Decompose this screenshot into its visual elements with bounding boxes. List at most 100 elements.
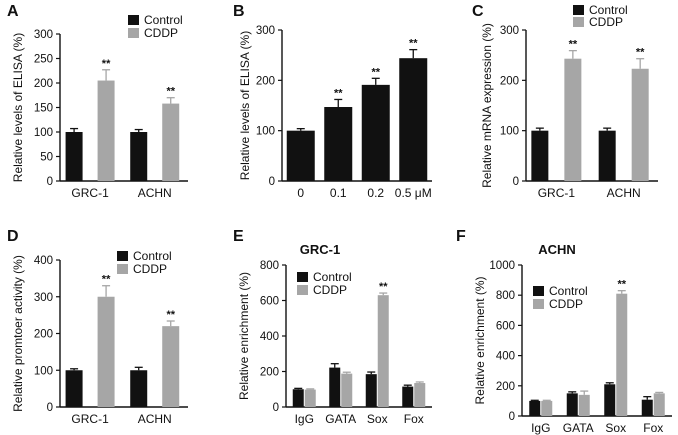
y-tick-label: 300 <box>256 25 275 37</box>
y-tick-label: 400 <box>260 331 279 343</box>
y-tick-label: 1000 <box>489 260 515 272</box>
panel-label: A <box>7 3 19 20</box>
bar-control-1 <box>130 132 148 181</box>
legend-label-control: Control <box>549 284 588 298</box>
significance-label: ** <box>617 279 626 291</box>
legend-swatch-control <box>297 272 308 282</box>
bar-control-0 <box>292 389 304 407</box>
panel-label: F <box>456 228 466 245</box>
legend-label-cddp: CDDP <box>313 283 347 297</box>
y-tick-label: 600 <box>496 320 515 332</box>
y-tick-label: 400 <box>34 255 53 267</box>
y-tick-label: 0 <box>509 411 515 423</box>
x-tick-label: GATA <box>563 421 594 435</box>
significance-label: ** <box>636 47 645 59</box>
y-tick-label: 200 <box>34 78 53 90</box>
bar-control-0 <box>529 400 541 416</box>
significance-label: ** <box>409 38 418 50</box>
panel-d: D 0 100 200 300 400 Relative promtoer activity… <box>7 228 188 426</box>
panel-label: B <box>233 3 245 20</box>
bar-control-1 <box>566 393 578 416</box>
y-axis-label: Relative levels of ELISA (%) <box>238 31 252 180</box>
significance-label: ** <box>102 58 111 70</box>
x-tick-label: IgG <box>531 421 550 435</box>
x-tick-label: 0.1 <box>330 186 347 200</box>
legend-label-cddp: CDDP <box>589 15 623 29</box>
panel-c: C 0 100 200 300 Relative mRNA expression (%) *… <box>472 3 658 200</box>
significance-label: ** <box>569 39 578 51</box>
legend-label-cddp: CDDP <box>549 297 583 311</box>
bar-value-0 <box>286 130 315 181</box>
bar-control-2 <box>604 384 616 416</box>
y-axis-label: Relative enrichment (%) <box>473 276 487 404</box>
significance-label: ** <box>334 87 343 99</box>
y-axis-label: Relative levels of ELISA (%) <box>11 33 25 182</box>
significance-label: ** <box>371 66 380 78</box>
legend-swatch-cddp <box>573 17 584 27</box>
x-tick-label: 0 <box>297 186 304 200</box>
bar-cddp-1 <box>631 68 649 181</box>
y-tick-label: 800 <box>260 260 279 272</box>
x-tick-label: Fox <box>643 421 663 435</box>
bar-cddp-1 <box>162 326 180 407</box>
legend-label-control: Control <box>313 270 352 284</box>
bar-control-1 <box>130 370 148 407</box>
legend-swatch-cddp <box>117 264 128 274</box>
legend-swatch-control <box>533 286 544 296</box>
bar-cddp-1 <box>578 394 590 416</box>
x-tick-label: 0.2 <box>367 186 384 200</box>
bar-control-1 <box>598 130 616 181</box>
y-tick-label: 0 <box>47 176 53 188</box>
bar-cddp-0 <box>97 296 115 407</box>
bar-cddp-2 <box>616 293 628 416</box>
bar-value-3 <box>399 58 428 181</box>
bar-cddp-3 <box>414 383 426 407</box>
x-tick-label: 0.5 μM <box>395 186 432 200</box>
x-tick-label: GATA <box>325 412 356 426</box>
y-tick-label: 50 <box>40 152 53 164</box>
y-tick-label: 0 <box>273 402 279 414</box>
x-tick-label: ACHN <box>607 186 641 200</box>
legend-label-control: Control <box>133 249 172 263</box>
chart-title: GRC-1 <box>300 242 340 257</box>
y-tick-label: 300 <box>34 292 53 304</box>
bar-control-3 <box>641 399 653 416</box>
y-tick-label: 800 <box>496 290 515 302</box>
x-tick-label: Fox <box>404 412 424 426</box>
bar-cddp-2 <box>377 295 389 407</box>
legend-swatch-control <box>128 15 139 25</box>
legend-swatch-cddp <box>297 285 308 295</box>
y-axis-label: Relative promtoer activity (%) <box>11 255 25 412</box>
y-tick-label: 300 <box>500 25 519 37</box>
bar-control-0 <box>65 370 83 407</box>
x-tick-label: Sox <box>605 421 626 435</box>
y-tick-label: 600 <box>260 296 279 308</box>
bar-value-1 <box>324 107 353 181</box>
y-tick-label: 200 <box>500 75 519 87</box>
legend-label-cddp: CDDP <box>133 262 167 276</box>
y-axis-label: Relative enrichment (%) <box>237 272 251 400</box>
x-tick-label: GRC-1 <box>538 186 576 200</box>
y-tick-label: 100 <box>256 126 275 138</box>
bar-cddp-0 <box>564 58 582 181</box>
y-tick-label: 100 <box>34 365 53 377</box>
bar-cddp-3 <box>653 393 665 416</box>
y-axis-label: Relative mRNA expression (%) <box>480 23 494 188</box>
x-tick-label: IgG <box>295 412 314 426</box>
significance-label: ** <box>102 274 111 286</box>
chart-title: ACHN <box>538 242 576 257</box>
y-tick-label: 150 <box>34 103 53 115</box>
y-tick-label: 250 <box>34 54 53 66</box>
bar-cddp-0 <box>97 80 115 181</box>
panel-label: E <box>233 228 244 245</box>
bar-cddp-1 <box>341 373 353 407</box>
x-tick-label: Sox <box>367 412 388 426</box>
bar-cddp-1 <box>162 103 180 181</box>
bar-cddp-0 <box>541 400 553 416</box>
bar-control-0 <box>531 130 549 181</box>
significance-label: ** <box>166 309 175 321</box>
panel-b: B 0 100 200 300 Relative levels of ELISA (%) *… <box>233 3 432 200</box>
bar-control-0 <box>65 132 83 181</box>
legend-label-control: Control <box>144 13 183 27</box>
